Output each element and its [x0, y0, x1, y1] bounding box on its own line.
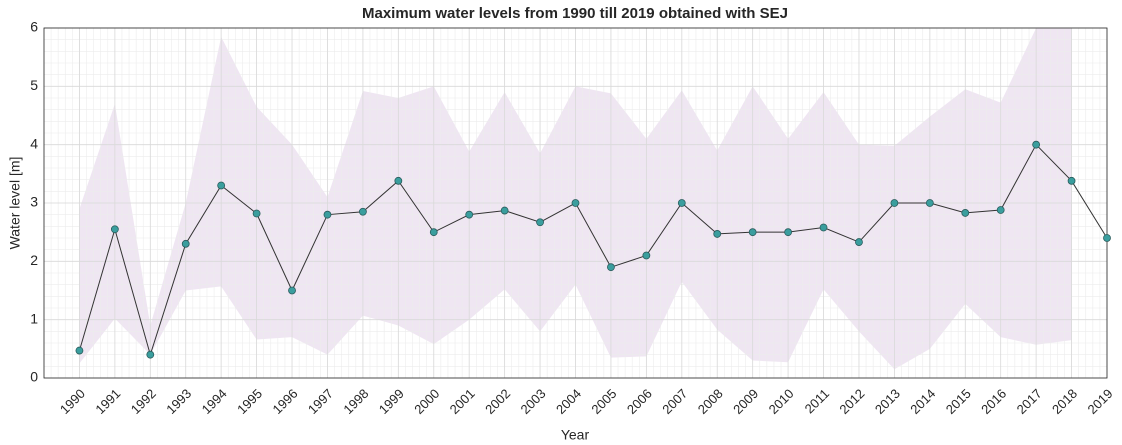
- x-tick-label: 2017: [1014, 386, 1045, 417]
- x-tick-label: 2015: [943, 386, 974, 417]
- x-tick-label: 1993: [163, 386, 194, 417]
- data-point: [75, 346, 84, 355]
- data-point: [217, 181, 226, 190]
- x-tick-label: 2000: [411, 386, 442, 417]
- data-point: [713, 230, 722, 238]
- x-tick-label: 2005: [588, 386, 619, 417]
- data-point: [642, 251, 651, 260]
- data-point: [748, 228, 757, 237]
- data-point: [677, 199, 686, 207]
- y-tick-label: 6: [30, 19, 38, 35]
- x-tick-label: 2004: [553, 386, 584, 417]
- data-point: [1103, 234, 1111, 242]
- x-tick-label: 2002: [482, 386, 513, 417]
- x-tick-label: 2001: [447, 386, 478, 417]
- data-point: [146, 350, 155, 359]
- data-point: [110, 225, 119, 234]
- x-tick-label: 2019: [1084, 386, 1115, 417]
- data-point: [1067, 176, 1076, 185]
- data-point: [819, 223, 828, 232]
- data-point: [784, 228, 792, 237]
- x-tick-label: 2006: [624, 386, 655, 417]
- chart-title: Maximum water levels from 1990 till 2019…: [362, 5, 788, 22]
- data-point: [571, 199, 580, 207]
- y-tick-label: 4: [30, 135, 38, 151]
- data-point: [394, 176, 403, 185]
- x-tick-label: 1997: [305, 386, 336, 417]
- y-axis-label: Water level [m]: [7, 157, 23, 250]
- y-tick-label: 5: [30, 77, 38, 93]
- x-tick-label: 1994: [199, 386, 230, 417]
- x-tick-label: 2013: [872, 386, 903, 417]
- x-tick-label: 1990: [57, 386, 88, 417]
- x-tick-label: 2003: [518, 386, 549, 417]
- x-axis-label: Year: [561, 427, 590, 443]
- x-tick-label: 2011: [802, 386, 832, 416]
- data-point: [323, 210, 332, 219]
- x-tick-label: 2016: [978, 386, 1009, 417]
- y-tick-label: 3: [30, 194, 38, 210]
- data-point: [925, 199, 934, 207]
- x-tick-label: 2009: [730, 386, 761, 417]
- data-point: [996, 206, 1005, 214]
- data-point: [855, 238, 863, 246]
- y-tick-label: 0: [30, 369, 38, 385]
- x-tick-label: 2014: [907, 386, 938, 417]
- x-tick-label: 1991: [92, 386, 123, 417]
- data-point: [536, 218, 544, 227]
- y-tick-label: 2: [30, 252, 38, 268]
- x-tick-label: 2012: [836, 386, 867, 417]
- data-point: [1032, 140, 1041, 149]
- x-tick-label: 1998: [340, 386, 371, 417]
- data-point: [500, 206, 509, 215]
- data-point: [890, 199, 899, 207]
- data-point: [465, 210, 474, 219]
- data-point: [358, 207, 367, 216]
- x-tick-label: 1999: [376, 386, 407, 417]
- y-tick-label: 1: [30, 310, 38, 326]
- data-point: [252, 209, 261, 218]
- plot-frame: [43, 27, 1108, 379]
- x-tick-label: 2010: [766, 386, 797, 417]
- x-tick-label: 2008: [695, 386, 726, 417]
- x-tick-label: 2018: [1049, 386, 1080, 417]
- x-tick-label: 2007: [659, 386, 690, 417]
- data-point: [961, 209, 970, 217]
- x-tick-label: 1995: [234, 386, 265, 417]
- data-point: [288, 286, 296, 295]
- data-point: [607, 263, 615, 272]
- x-tick-label: 1992: [128, 386, 159, 417]
- data-point: [429, 228, 438, 237]
- x-tick-label: 1996: [270, 386, 301, 417]
- data-line: [78, 143, 1108, 357]
- data-point: [181, 239, 190, 248]
